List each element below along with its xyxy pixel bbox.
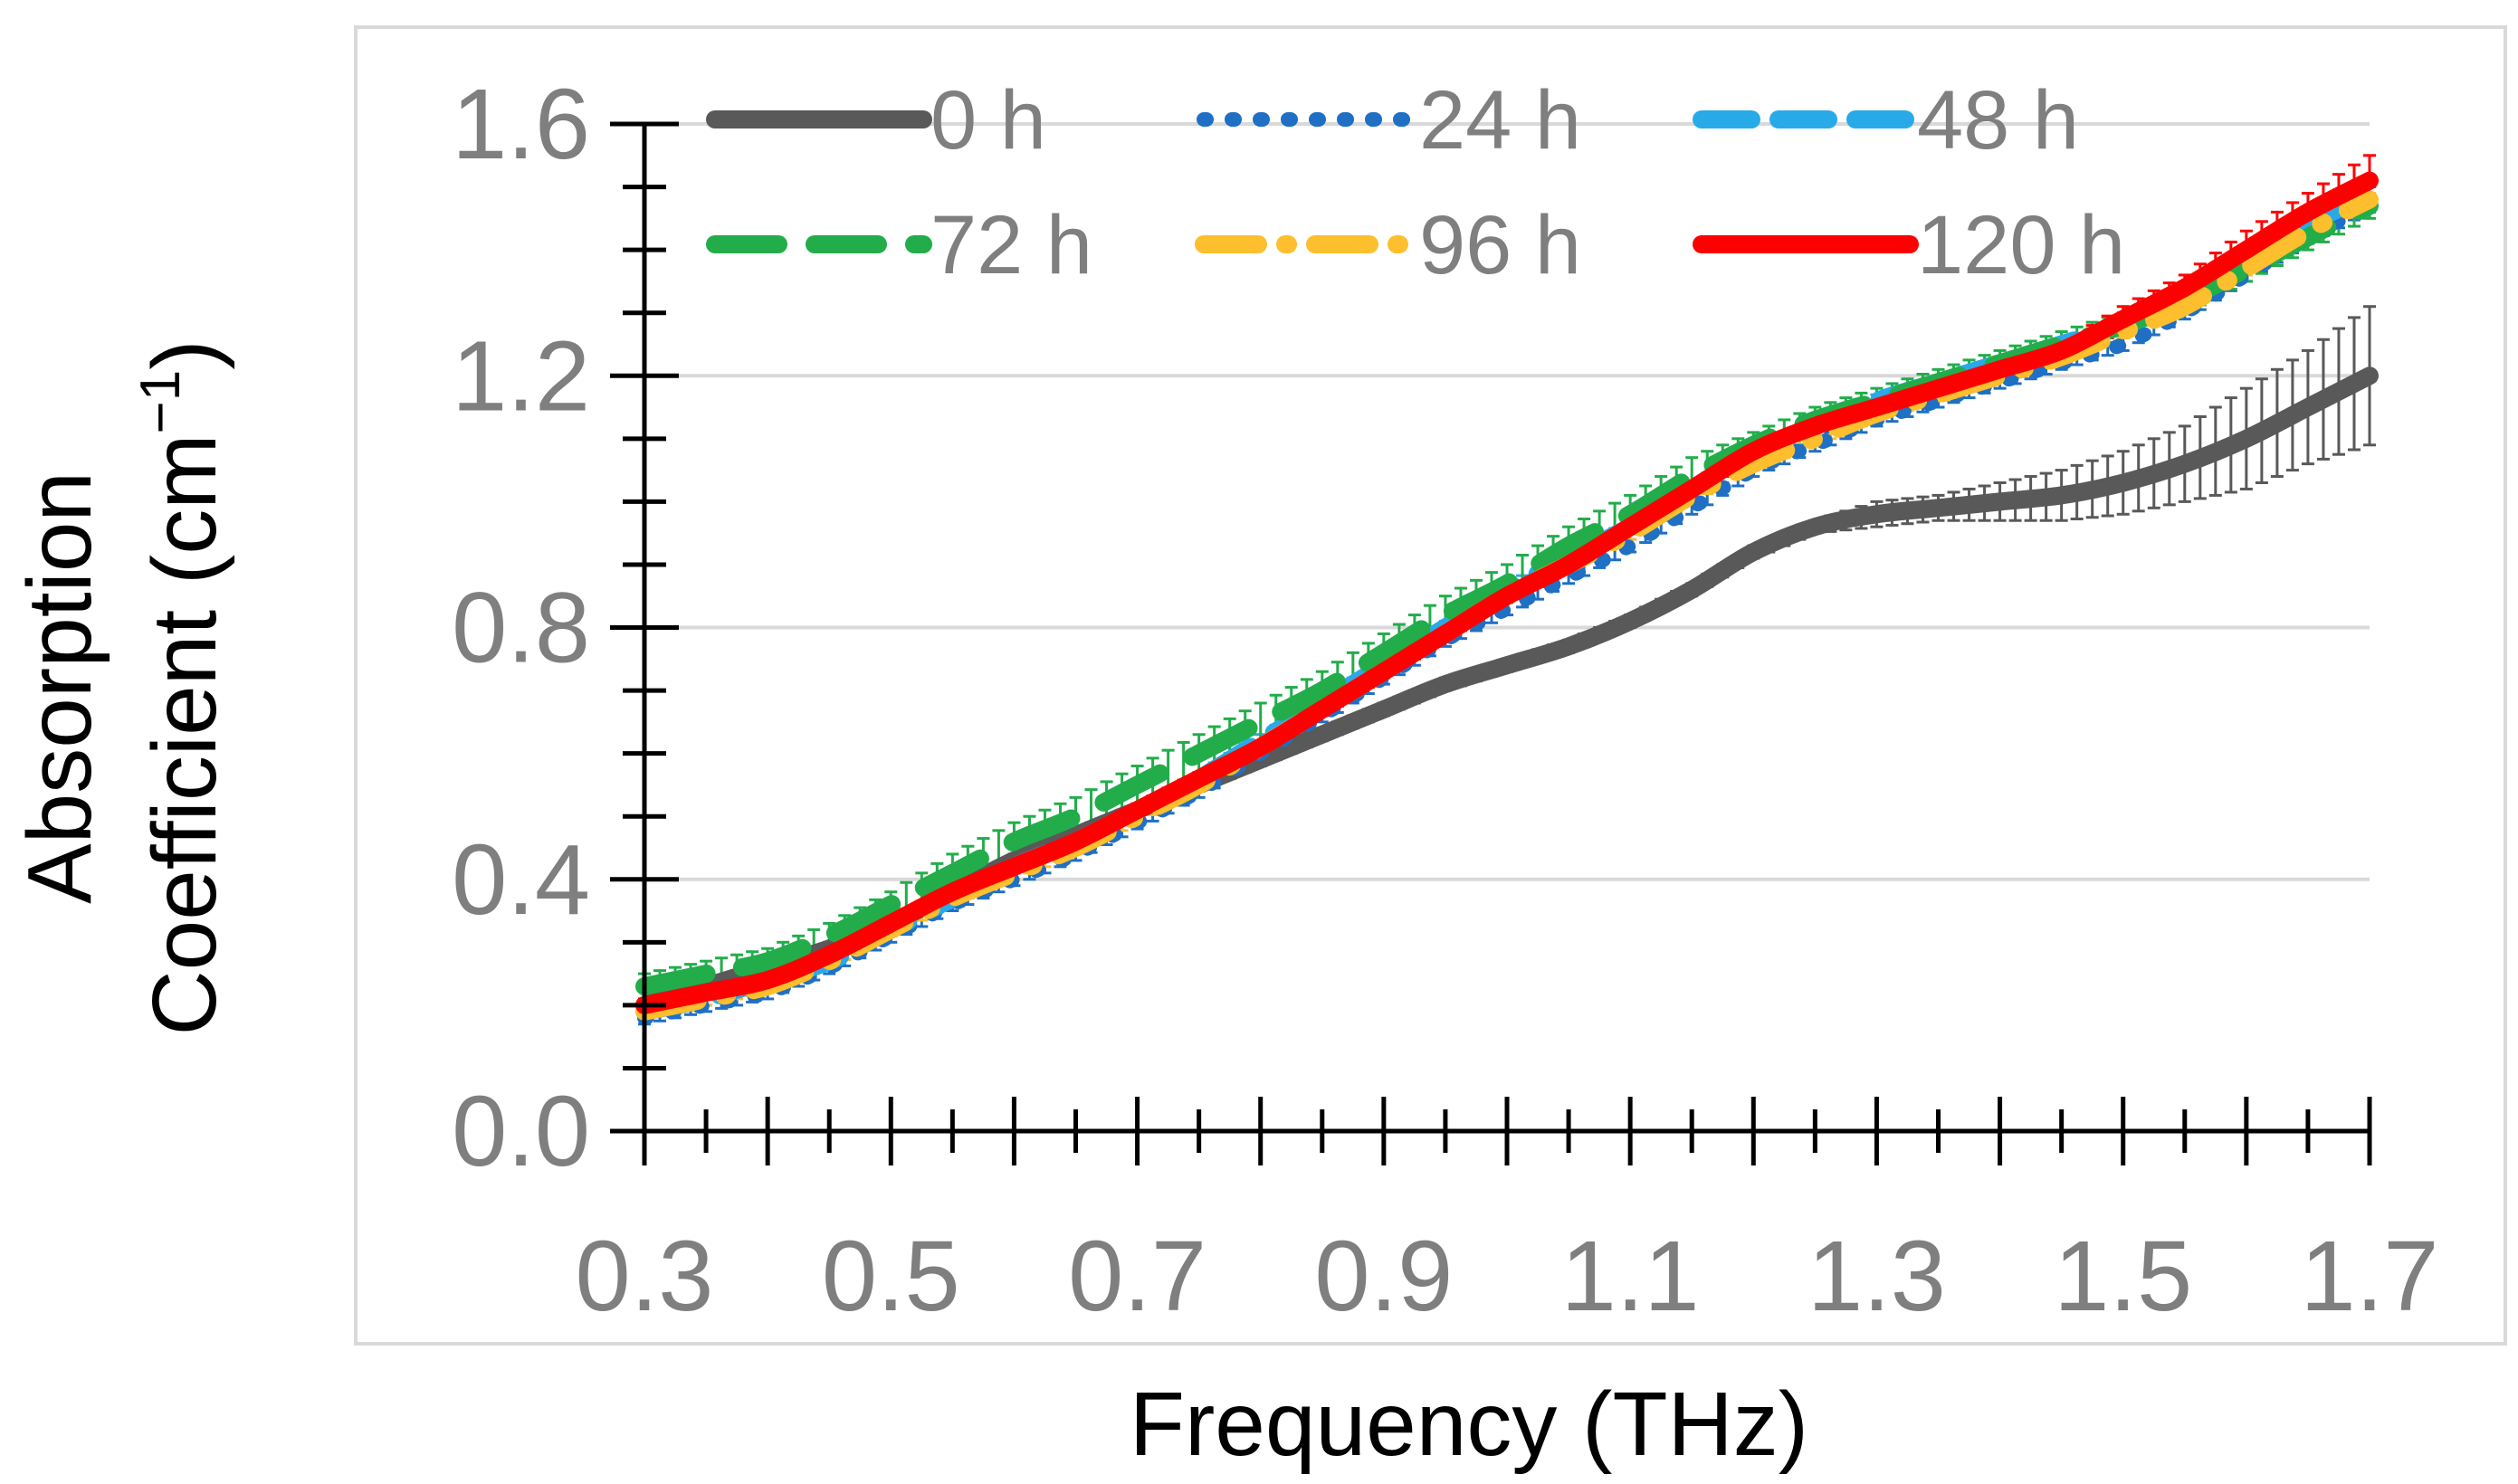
legend-item: 96 h <box>1195 199 1581 291</box>
x-tick-label: 1.1 <box>1561 1221 1700 1332</box>
y-axis-title-main: Coefficient (cm <box>134 433 235 1035</box>
legend-label: 48 h <box>1917 74 2079 166</box>
y-axis-title-close: ) <box>134 339 235 369</box>
legend-label: 120 h <box>1917 199 2125 291</box>
legend-item: 48 h <box>1693 74 2079 166</box>
legend-item: 24 h <box>1197 74 1581 166</box>
legend: 0 h 24 h 48 h 72 h 96 h 120 h <box>706 74 2125 291</box>
y-tick-label: 1.6 <box>452 69 590 180</box>
legend-item: 72 h <box>706 199 1092 291</box>
y-axis-title-line2: Coefficient (cm−1) <box>129 339 235 1035</box>
y-tick-label: 0.0 <box>452 1076 590 1187</box>
y-axis-title-superscript: −1 <box>129 370 192 434</box>
x-tick-label: 1.5 <box>2054 1221 2192 1332</box>
y-axis-title-line1: Absorption <box>9 471 110 904</box>
legend-item: 120 h <box>1693 199 2125 291</box>
series-line-120h <box>635 171 2379 1014</box>
x-axis-title: Frequency (THz) <box>1130 1374 1808 1475</box>
axes <box>610 121 2372 1165</box>
series-line-72h <box>635 196 2379 996</box>
legend-label: 96 h <box>1419 199 1581 291</box>
legend-label: 24 h <box>1419 74 1581 166</box>
tick-labels: 0.0 0.4 0.8 1.2 1.6 0.3 0.5 0.7 0.9 1.1 1.3 1.5 1.7 <box>452 69 2438 1332</box>
x-tick-label: 1.7 <box>2301 1221 2439 1332</box>
y-tick-label: 0.4 <box>452 824 590 936</box>
x-tick-label: 1.3 <box>1807 1221 1946 1332</box>
x-tick-label: 0.9 <box>1314 1221 1453 1332</box>
legend-label: 0 h <box>930 74 1046 166</box>
x-tick-label: 0.3 <box>576 1221 714 1332</box>
x-tick-label: 0.5 <box>822 1221 960 1332</box>
legend-label: 72 h <box>930 199 1092 291</box>
legend-item: 0 h <box>706 74 1046 166</box>
y-axis-title: Absorption Coefficient (cm−1) <box>9 339 235 1035</box>
y-tick-label: 0.8 <box>452 573 590 684</box>
series-lines <box>635 171 2379 1025</box>
x-tick-label: 0.7 <box>1068 1221 1207 1332</box>
y-tick-label: 1.2 <box>452 320 590 432</box>
